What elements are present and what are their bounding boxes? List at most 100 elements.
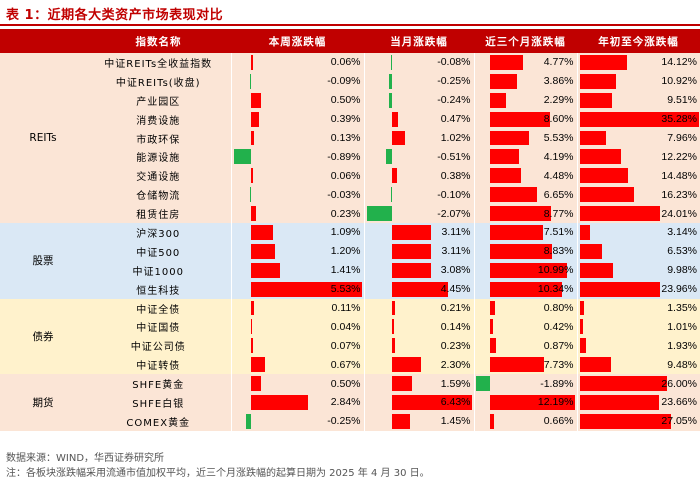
weekly-change-value: 1.20% <box>330 245 361 258</box>
monthly-change-value: 0.21% <box>440 302 471 315</box>
ytd-change-cell: 1.35% <box>576 298 700 318</box>
weekly-change-value: -0.25% <box>327 415 361 428</box>
three-month-change-value: 12.19% <box>537 396 574 409</box>
weekly-change-cell: 1.20% <box>230 241 364 261</box>
ytd-change-value: 14.12% <box>661 56 697 69</box>
three-month-change-bar <box>489 111 551 127</box>
ytd-change-cell: 3.14% <box>576 223 700 242</box>
three-month-change-value: 8.60% <box>543 113 574 126</box>
weekly-change-bar <box>251 300 254 316</box>
table-row: 债券 中证全债 0.11% 0.21% 0.80% 1.35% <box>0 298 700 375</box>
category-label: REITs <box>0 53 86 224</box>
weekly-change-bar <box>251 55 253 70</box>
three-month-change-bar <box>489 187 537 203</box>
monthly-change-bar <box>392 262 431 278</box>
weekly-change-cell: -0.03% <box>230 185 364 205</box>
three-month-change-cell: 8.60% <box>473 109 577 129</box>
header-category <box>0 29 86 53</box>
monthly-change-cell: 0.38% <box>363 166 474 186</box>
monthly-change-cell: -0.51% <box>363 147 474 167</box>
ytd-change-cell: 24.01% <box>576 204 700 224</box>
three-month-change-bar <box>476 376 490 392</box>
ytd-change-bar <box>579 243 602 259</box>
monthly-change-bar <box>391 187 393 203</box>
three-month-change-bar <box>489 281 563 297</box>
three-month-change-bar <box>489 300 496 316</box>
monthly-change-value: -0.25% <box>437 75 471 88</box>
three-month-change-cell: 12.19% <box>473 393 577 412</box>
index-name: 中证REITs全收益指数 <box>86 53 231 72</box>
three-month-change-value: 0.42% <box>543 320 574 333</box>
weekly-change-bar <box>233 149 252 165</box>
ytd-change-value: 16.23% <box>661 188 697 201</box>
three-month-change-cell: 2.29% <box>473 90 577 110</box>
index-name: 中证500 <box>86 241 231 261</box>
monthly-change-value: 0.14% <box>440 320 471 333</box>
weekly-change-bar <box>250 187 252 203</box>
weekly-change-value: 0.13% <box>330 132 361 144</box>
three-month-change-bar <box>489 338 496 354</box>
monthly-change-cell: 3.11% <box>363 241 474 261</box>
header-weekly-change: 本周涨跌幅 <box>231 29 364 53</box>
weekly-change-value: 0.04% <box>330 320 361 333</box>
weekly-change-cell: 0.06% <box>230 166 364 186</box>
weekly-change-bar <box>251 92 262 108</box>
monthly-change-bar <box>389 73 393 89</box>
monthly-change-cell: 1.59% <box>363 374 474 394</box>
three-month-change-value: 4.19% <box>543 150 574 163</box>
three-month-change-value: 8.83% <box>543 245 574 258</box>
monthly-change-value: -2.07% <box>437 207 471 220</box>
weekly-change-cell: -0.25% <box>230 411 364 431</box>
header-ytd-change: 年初至今涨跌幅 <box>577 29 700 53</box>
index-name: 租赁住房 <box>86 204 231 224</box>
monthly-change-cell: -0.08% <box>363 53 474 72</box>
ytd-change-cell: 26.00% <box>576 374 700 394</box>
monthly-change-value: 4.45% <box>440 283 471 296</box>
weekly-change-cell: 1.09% <box>230 223 364 242</box>
index-name: SHFE黄金 <box>86 374 231 394</box>
monthly-change-value: 0.47% <box>440 113 471 126</box>
three-month-change-value: 10.34% <box>537 283 574 296</box>
three-month-change-bar <box>489 168 522 184</box>
monthly-change-cell: 3.08% <box>363 260 474 280</box>
three-month-change-value: 0.87% <box>543 339 574 352</box>
monthly-change-cell: 0.47% <box>363 109 474 129</box>
monthly-change-cell: 4.45% <box>363 279 474 299</box>
weekly-change-cell: 0.50% <box>230 90 364 110</box>
ytd-change-bar <box>579 281 661 297</box>
three-month-change-cell: 4.77% <box>473 53 577 72</box>
weekly-change-bar <box>251 319 253 335</box>
table-row: 中证REITs(收盘) -0.09% -0.25% 3.86% 10.92% <box>0 71 700 91</box>
table-row: 期货 SHFE黄金 0.50% 1.59% -1.89% 26.00% <box>0 374 700 431</box>
weekly-change-cell: 0.39% <box>230 109 364 129</box>
monthly-change-cell: 6.43% <box>363 393 474 412</box>
ytd-change-cell: 23.66% <box>576 393 700 412</box>
title-divider <box>0 24 700 26</box>
ytd-change-bar <box>579 92 612 108</box>
index-name: 中证全债 <box>86 298 231 318</box>
monthly-change-value: -0.24% <box>437 94 471 107</box>
weekly-change-bar <box>251 281 363 297</box>
monthly-change-cell: 3.11% <box>363 223 474 242</box>
monthly-change-bar <box>392 376 413 392</box>
three-month-change-cell: 0.42% <box>473 317 577 337</box>
ytd-change-value: 9.48% <box>667 358 697 371</box>
ytd-change-value: 10.92% <box>661 75 697 88</box>
table-row: 租赁住房 0.23% -2.07% 8.77% 24.01% <box>0 204 700 224</box>
three-month-change-cell: 8.77% <box>473 204 577 224</box>
ytd-change-value: 1.35% <box>667 302 697 315</box>
index-name: 交通设施 <box>86 166 231 186</box>
ytd-change-value: 26.00% <box>661 377 697 390</box>
weekly-change-bar <box>251 376 262 392</box>
weekly-change-bar <box>251 130 254 146</box>
index-name: 恒生科技 <box>86 279 231 299</box>
weekly-change-value: 1.41% <box>330 264 361 277</box>
ytd-change-cell: 9.51% <box>576 90 700 110</box>
three-month-change-bar <box>489 413 495 429</box>
ytd-change-bar <box>579 395 660 410</box>
weekly-change-value: 2.84% <box>330 396 361 409</box>
ytd-change-bar <box>579 130 607 146</box>
ytd-change-value: 12.22% <box>661 150 697 163</box>
monthly-change-value: 3.11% <box>441 245 471 258</box>
monthly-change-cell: -0.24% <box>363 90 474 110</box>
